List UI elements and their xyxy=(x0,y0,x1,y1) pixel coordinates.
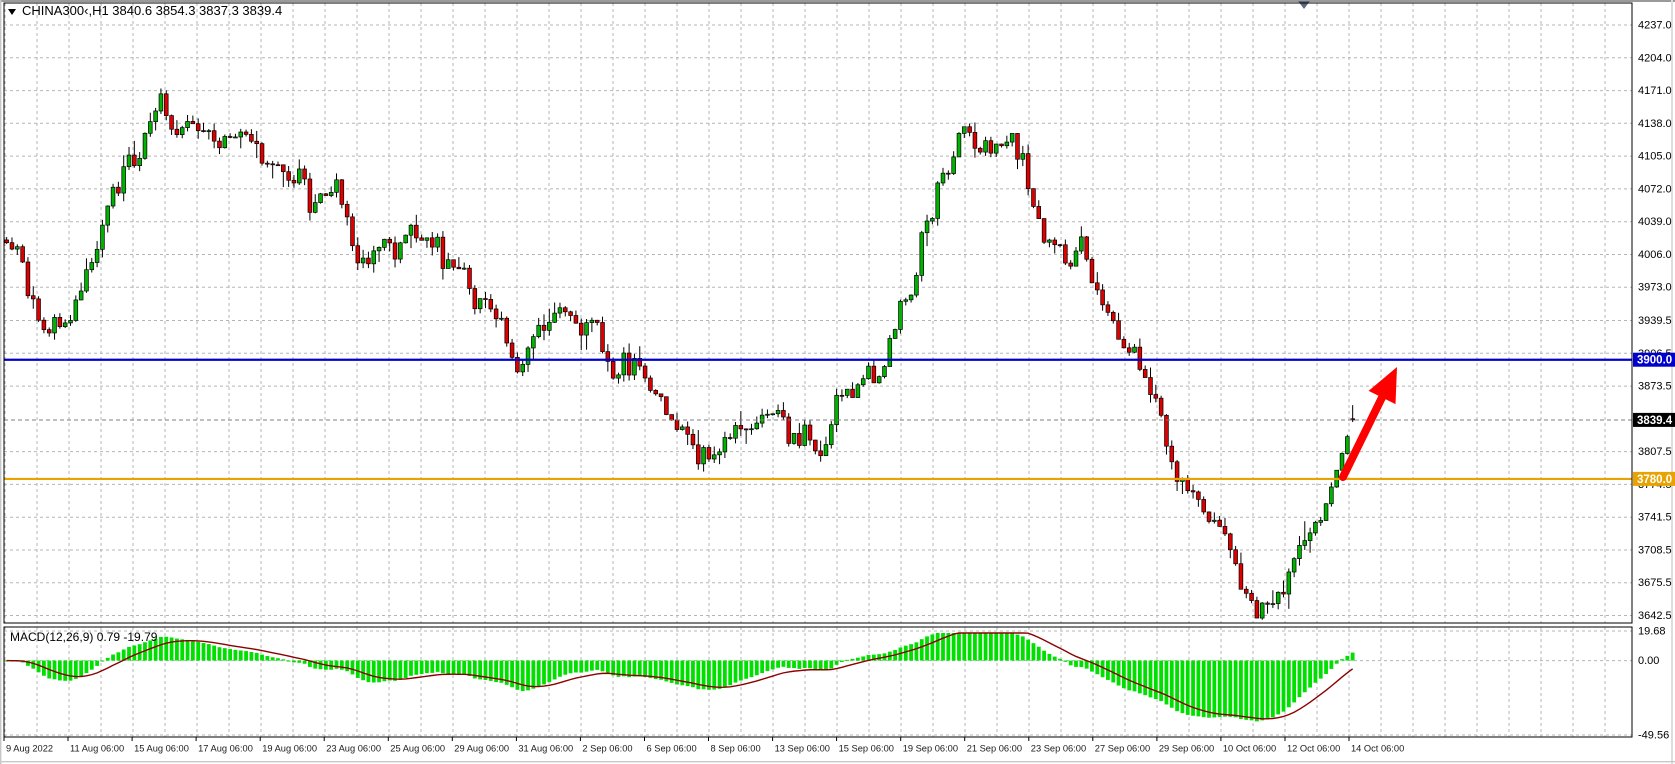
svg-text:4006.0: 4006.0 xyxy=(1638,249,1672,261)
svg-text:-49.56: -49.56 xyxy=(1638,730,1669,742)
svg-text:3642.5: 3642.5 xyxy=(1638,610,1672,622)
svg-text:27 Sep 06:00: 27 Sep 06:00 xyxy=(1095,744,1150,754)
svg-text:23 Aug 06:00: 23 Aug 06:00 xyxy=(326,744,381,754)
svg-text:4171.0: 4171.0 xyxy=(1638,85,1672,97)
svg-text:4138.0: 4138.0 xyxy=(1638,118,1672,130)
svg-text:3708.5: 3708.5 xyxy=(1638,545,1672,557)
svg-text:10 Oct 06:00: 10 Oct 06:00 xyxy=(1223,744,1276,754)
svg-text:13 Sep 06:00: 13 Sep 06:00 xyxy=(775,744,830,754)
svg-text:12 Oct 06:00: 12 Oct 06:00 xyxy=(1287,744,1340,754)
svg-text:3973.0: 3973.0 xyxy=(1638,282,1672,294)
svg-text:MACD(12,26,9) 0.79 -19.79: MACD(12,26,9) 0.79 -19.79 xyxy=(10,630,158,644)
svg-text:17 Aug 06:00: 17 Aug 06:00 xyxy=(198,744,253,754)
svg-text:4237.0: 4237.0 xyxy=(1638,20,1672,32)
svg-text:4039.0: 4039.0 xyxy=(1638,216,1672,228)
svg-text:4105.0: 4105.0 xyxy=(1638,151,1672,163)
svg-text:3741.5: 3741.5 xyxy=(1638,512,1672,524)
svg-text:4072.0: 4072.0 xyxy=(1638,183,1672,195)
svg-text:14 Oct 06:00: 14 Oct 06:00 xyxy=(1351,744,1404,754)
svg-text:3780.0: 3780.0 xyxy=(1637,474,1672,486)
svg-text:8 Sep 06:00: 8 Sep 06:00 xyxy=(711,744,761,754)
svg-text:6 Sep 06:00: 6 Sep 06:00 xyxy=(647,744,697,754)
svg-text:11 Aug 06:00: 11 Aug 06:00 xyxy=(70,744,124,754)
svg-text:19.68: 19.68 xyxy=(1638,626,1666,638)
svg-text:9 Aug 2022: 9 Aug 2022 xyxy=(6,744,53,754)
svg-text:3939.5: 3939.5 xyxy=(1638,315,1672,327)
svg-text:23 Sep 06:00: 23 Sep 06:00 xyxy=(1031,744,1086,754)
svg-text:3873.5: 3873.5 xyxy=(1638,381,1672,393)
svg-text:19 Sep 06:00: 19 Sep 06:00 xyxy=(903,744,958,754)
svg-text:3807.5: 3807.5 xyxy=(1638,446,1672,458)
svg-text:29 Aug 06:00: 29 Aug 06:00 xyxy=(454,744,509,754)
svg-text:4204.0: 4204.0 xyxy=(1638,52,1672,64)
svg-text:19 Aug 06:00: 19 Aug 06:00 xyxy=(262,744,317,754)
svg-text:CHINA300‹,H1 3840.6 3854.3 38: CHINA300‹,H1 3840.6 3854.3 3837.3 3839.4 xyxy=(22,3,282,18)
svg-text:3900.0: 3900.0 xyxy=(1637,355,1672,367)
svg-text:0.00: 0.00 xyxy=(1638,655,1659,667)
svg-text:2 Sep 06:00: 2 Sep 06:00 xyxy=(582,744,632,754)
svg-text:25 Aug 06:00: 25 Aug 06:00 xyxy=(390,744,445,754)
svg-text:31 Aug 06:00: 31 Aug 06:00 xyxy=(518,744,573,754)
svg-text:15 Aug 06:00: 15 Aug 06:00 xyxy=(134,744,189,754)
svg-text:21 Sep 06:00: 21 Sep 06:00 xyxy=(967,744,1022,754)
svg-text:15 Sep 06:00: 15 Sep 06:00 xyxy=(839,744,894,754)
svg-text:3675.5: 3675.5 xyxy=(1638,577,1672,589)
svg-text:29 Sep 06:00: 29 Sep 06:00 xyxy=(1159,744,1214,754)
svg-text:3839.4: 3839.4 xyxy=(1637,415,1673,427)
